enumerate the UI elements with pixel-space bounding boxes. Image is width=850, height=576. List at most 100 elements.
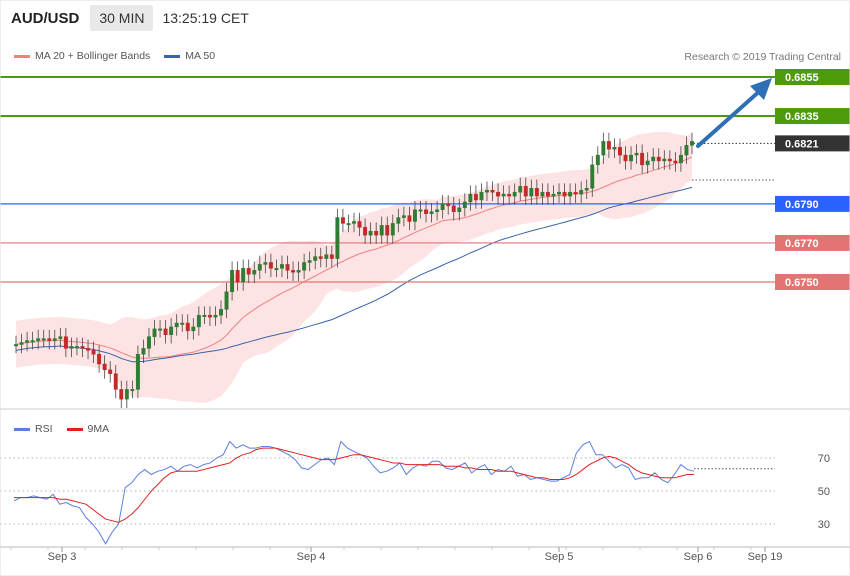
level-tag-0.6835 bbox=[775, 108, 850, 125]
candle bbox=[196, 306, 201, 336]
candle-body bbox=[368, 230, 373, 236]
candle bbox=[534, 179, 539, 205]
candle bbox=[551, 185, 556, 205]
candle bbox=[58, 327, 63, 348]
candle bbox=[169, 318, 174, 344]
candle-body bbox=[302, 262, 307, 271]
timeframe-badge[interactable]: 30 MIN bbox=[90, 5, 154, 31]
candle-body bbox=[352, 221, 356, 224]
candle bbox=[69, 337, 74, 358]
candle-body bbox=[30, 340, 35, 343]
candle bbox=[296, 261, 301, 282]
level-tag-0.6770 bbox=[775, 234, 850, 251]
candle bbox=[579, 181, 584, 203]
candle bbox=[91, 341, 96, 364]
candle-body bbox=[651, 156, 656, 162]
candle-body bbox=[396, 217, 401, 224]
candle bbox=[174, 314, 179, 336]
x-tick-label: Sep 6 bbox=[684, 551, 713, 563]
candle-body bbox=[640, 152, 645, 166]
candle-body bbox=[124, 389, 129, 400]
candle-body bbox=[590, 164, 595, 189]
candle-body bbox=[540, 191, 545, 197]
rsi-tick-30: 30 bbox=[818, 519, 830, 531]
candle bbox=[640, 144, 645, 174]
candle-body bbox=[52, 338, 57, 341]
candle-body bbox=[163, 328, 168, 335]
candle-body bbox=[501, 193, 506, 197]
candle bbox=[268, 253, 273, 278]
candle-body bbox=[507, 193, 512, 197]
candle bbox=[462, 193, 467, 217]
candle-body bbox=[74, 346, 79, 349]
candle-body bbox=[407, 215, 412, 222]
candle bbox=[102, 355, 107, 379]
candle bbox=[207, 306, 212, 326]
candle bbox=[451, 197, 456, 221]
candle bbox=[329, 245, 334, 268]
candle-body bbox=[479, 191, 484, 201]
level-label-0.6835: 0.6835 bbox=[785, 111, 819, 123]
candle-body bbox=[656, 156, 661, 162]
candle-body bbox=[595, 154, 600, 166]
candle bbox=[113, 364, 118, 399]
level-label-0.6790: 0.6790 bbox=[785, 199, 819, 211]
candle-body bbox=[291, 270, 296, 273]
candle-body bbox=[252, 270, 257, 275]
candle bbox=[651, 148, 656, 170]
candle-body bbox=[268, 262, 273, 269]
candle bbox=[401, 206, 406, 227]
candle-body bbox=[440, 203, 445, 211]
candle-body bbox=[174, 322, 179, 328]
candle-body bbox=[108, 369, 113, 375]
candle bbox=[507, 185, 512, 205]
candle-body bbox=[496, 191, 501, 197]
candle-body bbox=[629, 154, 634, 162]
candle bbox=[163, 320, 168, 344]
candle-body bbox=[667, 158, 672, 162]
candle-body bbox=[80, 346, 85, 349]
candle bbox=[590, 156, 595, 198]
candle bbox=[86, 339, 91, 360]
candle-body bbox=[335, 217, 340, 259]
candle bbox=[313, 247, 318, 270]
candle bbox=[557, 183, 561, 203]
candle-body bbox=[19, 342, 24, 345]
candle bbox=[656, 148, 661, 170]
candle bbox=[573, 183, 578, 203]
candle-body bbox=[690, 141, 694, 146]
x-tick-label: Sep 5 bbox=[545, 551, 574, 563]
candle-body bbox=[97, 353, 102, 365]
candle-body bbox=[58, 336, 63, 339]
candle-body bbox=[158, 328, 163, 331]
candle-body bbox=[374, 230, 379, 236]
candle bbox=[684, 136, 689, 164]
candle bbox=[379, 216, 384, 244]
chart-header: AUD/USD 30 MIN 13:25:19 CET bbox=[0, 0, 850, 36]
candle bbox=[252, 261, 257, 283]
candle-body bbox=[14, 344, 18, 347]
candle-body bbox=[169, 326, 174, 335]
rsi-series-9ma bbox=[14, 447, 694, 523]
candle bbox=[424, 200, 429, 223]
candle-body bbox=[390, 223, 395, 236]
candle bbox=[213, 306, 218, 326]
candle bbox=[285, 255, 290, 280]
candle bbox=[158, 320, 163, 338]
x-tick-label: Sep 4 bbox=[297, 551, 326, 563]
candle-body bbox=[346, 223, 351, 226]
candle-body bbox=[579, 189, 584, 195]
candle-body bbox=[119, 389, 124, 400]
candle bbox=[601, 132, 606, 164]
candle-body bbox=[130, 389, 135, 392]
candle bbox=[645, 152, 650, 174]
level-label-0.6750: 0.6750 bbox=[785, 277, 819, 289]
legend-item-ma50: MA 50 bbox=[164, 50, 215, 62]
candle-body bbox=[196, 314, 201, 328]
candle bbox=[246, 259, 251, 283]
candle bbox=[479, 183, 484, 209]
candle-body bbox=[340, 217, 345, 224]
candle-body bbox=[135, 353, 140, 390]
candle bbox=[512, 183, 517, 205]
